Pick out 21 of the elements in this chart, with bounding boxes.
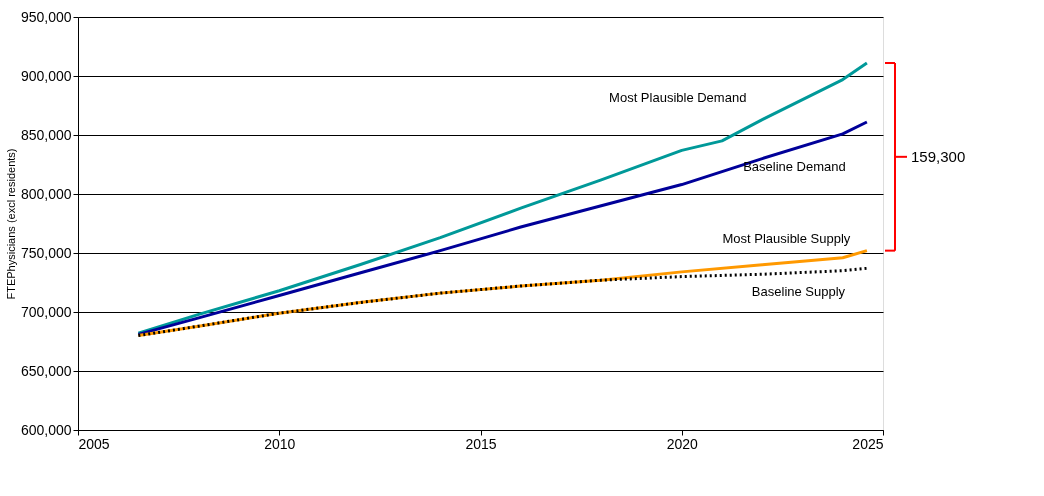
series-label: Baseline Supply	[751, 284, 846, 300]
series-label: Most Plausible Supply	[722, 230, 851, 246]
y-axis-title: FTEPhysicians (excl residents)	[4, 148, 17, 300]
y-tick-label: 650,000	[20, 362, 72, 379]
x-tick-label: 2015	[465, 435, 497, 452]
y-tick-label: 850,000	[20, 126, 72, 143]
y-tick-label: 900,000	[20, 67, 72, 84]
y-tick-label: 600,000	[20, 421, 72, 438]
x-tick-label: 2005	[78, 435, 110, 452]
text: 159,300	[911, 147, 966, 165]
series-label: Most Plausible Demand	[609, 90, 747, 106]
line-series	[136, 61, 869, 335]
x-tick-label: 2020	[666, 435, 699, 452]
series-label: Baseline Demand	[743, 159, 846, 175]
y-tick-label: 950,000	[20, 8, 72, 25]
y-tick-label: 700,000	[20, 303, 72, 320]
x-tick-label: 2010	[264, 435, 296, 452]
line-series	[136, 120, 869, 336]
y-tick-label: 800,000	[20, 185, 72, 202]
y-tick-label: 750,000	[20, 244, 72, 261]
x-tick-label: 2025	[852, 435, 884, 452]
